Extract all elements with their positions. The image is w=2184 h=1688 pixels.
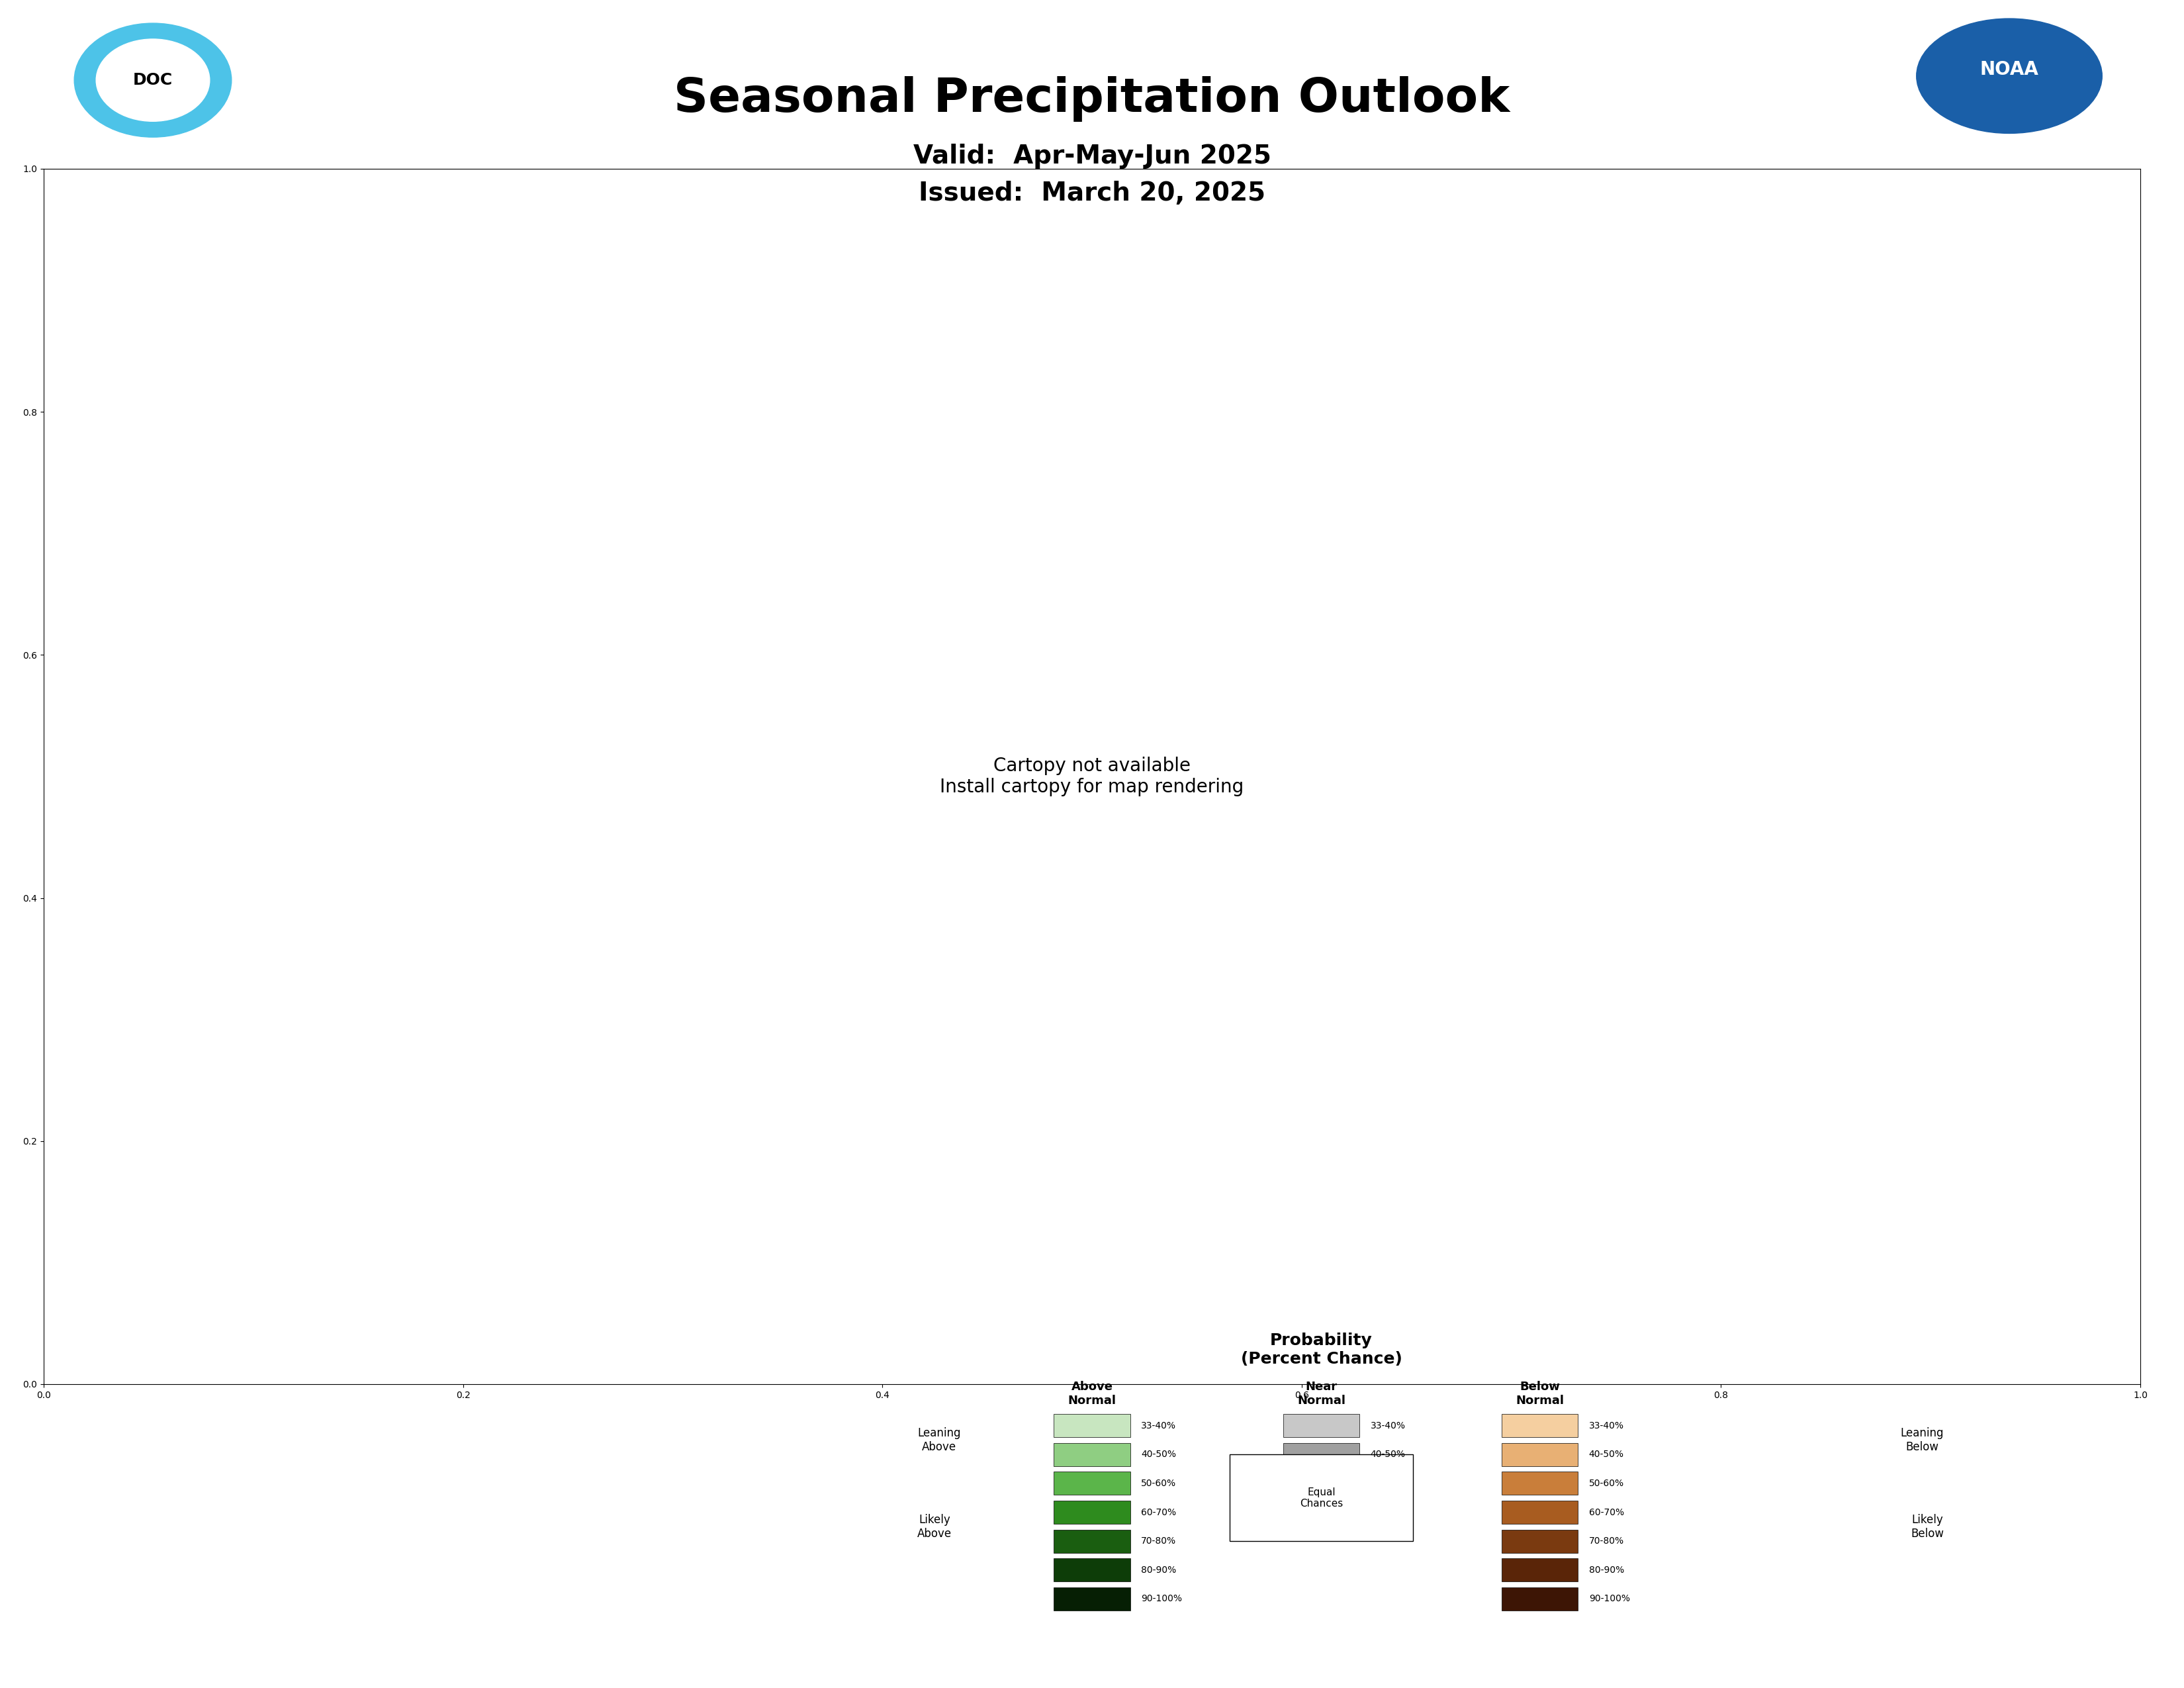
Text: 60-70%: 60-70% — [1140, 1507, 1177, 1518]
Text: Below
Normal: Below Normal — [1516, 1381, 1564, 1406]
Bar — [1284, 1443, 1358, 1467]
Text: 90-100%: 90-100% — [1590, 1593, 1629, 1604]
Text: 70-80%: 70-80% — [1140, 1536, 1177, 1546]
Bar — [1503, 1501, 1577, 1524]
Bar — [1053, 1415, 1131, 1436]
Text: Cartopy not available
Install cartopy for map rendering: Cartopy not available Install cartopy fo… — [939, 756, 1245, 797]
Text: Leaning
Below: Leaning Below — [1900, 1428, 1944, 1453]
Bar — [1053, 1529, 1131, 1553]
Bar — [1503, 1472, 1577, 1496]
Text: Near
Normal: Near Normal — [1297, 1381, 1345, 1406]
Bar — [1503, 1529, 1577, 1553]
Bar — [1503, 1443, 1577, 1467]
Text: 33-40%: 33-40% — [1590, 1421, 1625, 1430]
Text: Above
Normal: Above Normal — [1068, 1381, 1116, 1406]
Bar — [1284, 1415, 1358, 1436]
Bar — [1503, 1587, 1577, 1610]
Circle shape — [96, 39, 210, 122]
Text: 40-50%: 40-50% — [1372, 1450, 1406, 1458]
Text: 90-100%: 90-100% — [1140, 1593, 1182, 1604]
Bar — [1053, 1443, 1131, 1467]
Text: 40-50%: 40-50% — [1140, 1450, 1177, 1458]
Bar — [1503, 1415, 1577, 1436]
Text: Probability
(Percent Chance): Probability (Percent Chance) — [1241, 1334, 1402, 1367]
Text: NOAA: NOAA — [1981, 61, 2038, 78]
Bar — [1503, 1558, 1577, 1582]
Text: Valid:  Apr-May-Jun 2025: Valid: Apr-May-Jun 2025 — [913, 143, 1271, 169]
Text: 60-70%: 60-70% — [1590, 1507, 1625, 1518]
Text: 70-80%: 70-80% — [1590, 1536, 1625, 1546]
Text: 50-60%: 50-60% — [1140, 1479, 1177, 1489]
Text: Issued:  March 20, 2025: Issued: March 20, 2025 — [919, 181, 1265, 206]
Bar — [1053, 1558, 1131, 1582]
Text: Leaning
Above: Leaning Above — [917, 1428, 961, 1453]
Text: 50-60%: 50-60% — [1590, 1479, 1625, 1489]
Text: 80-90%: 80-90% — [1590, 1565, 1625, 1575]
Text: Seasonal Precipitation Outlook: Seasonal Precipitation Outlook — [675, 76, 1509, 122]
Circle shape — [74, 24, 232, 137]
Bar — [1053, 1472, 1131, 1496]
Text: Equal
Chances: Equal Chances — [1299, 1487, 1343, 1509]
Text: Likely
Above: Likely Above — [917, 1514, 952, 1539]
Text: 33-40%: 33-40% — [1140, 1421, 1177, 1430]
Circle shape — [1918, 19, 2101, 133]
Text: 40-50%: 40-50% — [1590, 1450, 1625, 1458]
Text: DOC: DOC — [133, 73, 173, 88]
Bar — [1053, 1501, 1131, 1524]
Bar — [1053, 1587, 1131, 1610]
Text: 80-90%: 80-90% — [1140, 1565, 1177, 1575]
Text: 33-40%: 33-40% — [1372, 1421, 1406, 1430]
Bar — [1230, 1455, 1413, 1541]
Text: Likely
Below: Likely Below — [1911, 1514, 1944, 1539]
